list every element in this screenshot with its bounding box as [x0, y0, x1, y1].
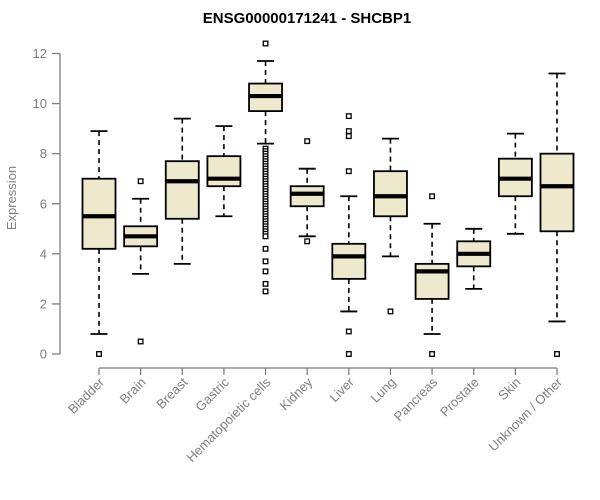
outlier-point	[137, 338, 144, 345]
outlier-point	[262, 288, 269, 295]
x-tick-label-bladder: Bladder	[65, 374, 108, 417]
x-tick-label-brain: Brain	[117, 375, 149, 407]
x-tick-label-breast: Breast	[153, 374, 190, 411]
outlier-band-point	[262, 233, 269, 240]
outlier-point	[387, 308, 394, 315]
y-tick-label: 2	[40, 296, 47, 311]
outlier-point	[262, 258, 269, 265]
outlier-point	[137, 178, 144, 185]
iqr-box	[331, 242, 367, 280]
outlier-point	[345, 168, 352, 175]
outlier-point	[345, 113, 352, 120]
iqr-box	[81, 177, 117, 250]
box-hematopoietic-cells	[248, 40, 283, 295]
outlier-point	[262, 245, 269, 252]
box-unknown-other	[539, 72, 575, 357]
box-bladder	[81, 130, 117, 357]
x-tick-label-unknown-other: Unknown / Other	[486, 374, 566, 454]
y-tick-label: 12	[33, 46, 47, 61]
box-brain	[123, 178, 159, 345]
y-tick-label: 4	[40, 246, 47, 261]
box-breast	[164, 117, 200, 265]
outlier-point	[429, 351, 436, 357]
iqr-box	[289, 185, 325, 208]
box-prostate	[456, 227, 492, 290]
x-tick-label-liver: Liver	[326, 374, 357, 405]
iqr-box	[539, 152, 575, 233]
y-tick-label: 10	[33, 96, 47, 111]
box-gastric	[206, 125, 242, 218]
iqr-box	[164, 160, 200, 220]
box-skin	[497, 132, 533, 235]
outlier-point	[262, 268, 269, 275]
x-tick-label-lung: Lung	[368, 375, 399, 406]
y-axis: 0 2 4 6 8 10 12	[33, 46, 61, 362]
y-tick-label: 8	[40, 146, 47, 161]
x-tick-label-kidney: Kidney	[277, 374, 316, 413]
outlier-point	[345, 351, 352, 357]
outlier-point	[345, 128, 352, 135]
outlier-point	[262, 40, 269, 47]
box-liver	[331, 113, 367, 357]
x-tick-label-pancreas: Pancreas	[391, 374, 441, 424]
iqr-box	[373, 170, 408, 218]
x-tick-label-prostate: Prostate	[437, 375, 482, 420]
outlier-point	[345, 328, 352, 335]
box-lung	[373, 137, 408, 315]
outlier-point	[554, 351, 560, 357]
box-pancreas	[414, 193, 450, 357]
iqr-box	[206, 155, 242, 188]
outlier-point	[304, 138, 311, 145]
y-axis-title: Expression	[4, 166, 19, 230]
outlier-point	[345, 133, 352, 140]
outlier-point	[304, 238, 311, 245]
x-tick-label-gastric: Gastric	[192, 374, 232, 414]
outlier-point	[262, 280, 269, 287]
box-kidney	[289, 138, 325, 245]
outlier-point	[96, 351, 102, 357]
chart-title: ENSG00000171241 - SHCBP1	[203, 10, 411, 27]
iqr-box	[414, 262, 450, 300]
y-tick-label: 0	[40, 347, 47, 362]
y-tick-label: 6	[40, 196, 47, 211]
x-tick-label-skin: Skin	[495, 375, 523, 403]
outlier-point	[429, 193, 436, 200]
